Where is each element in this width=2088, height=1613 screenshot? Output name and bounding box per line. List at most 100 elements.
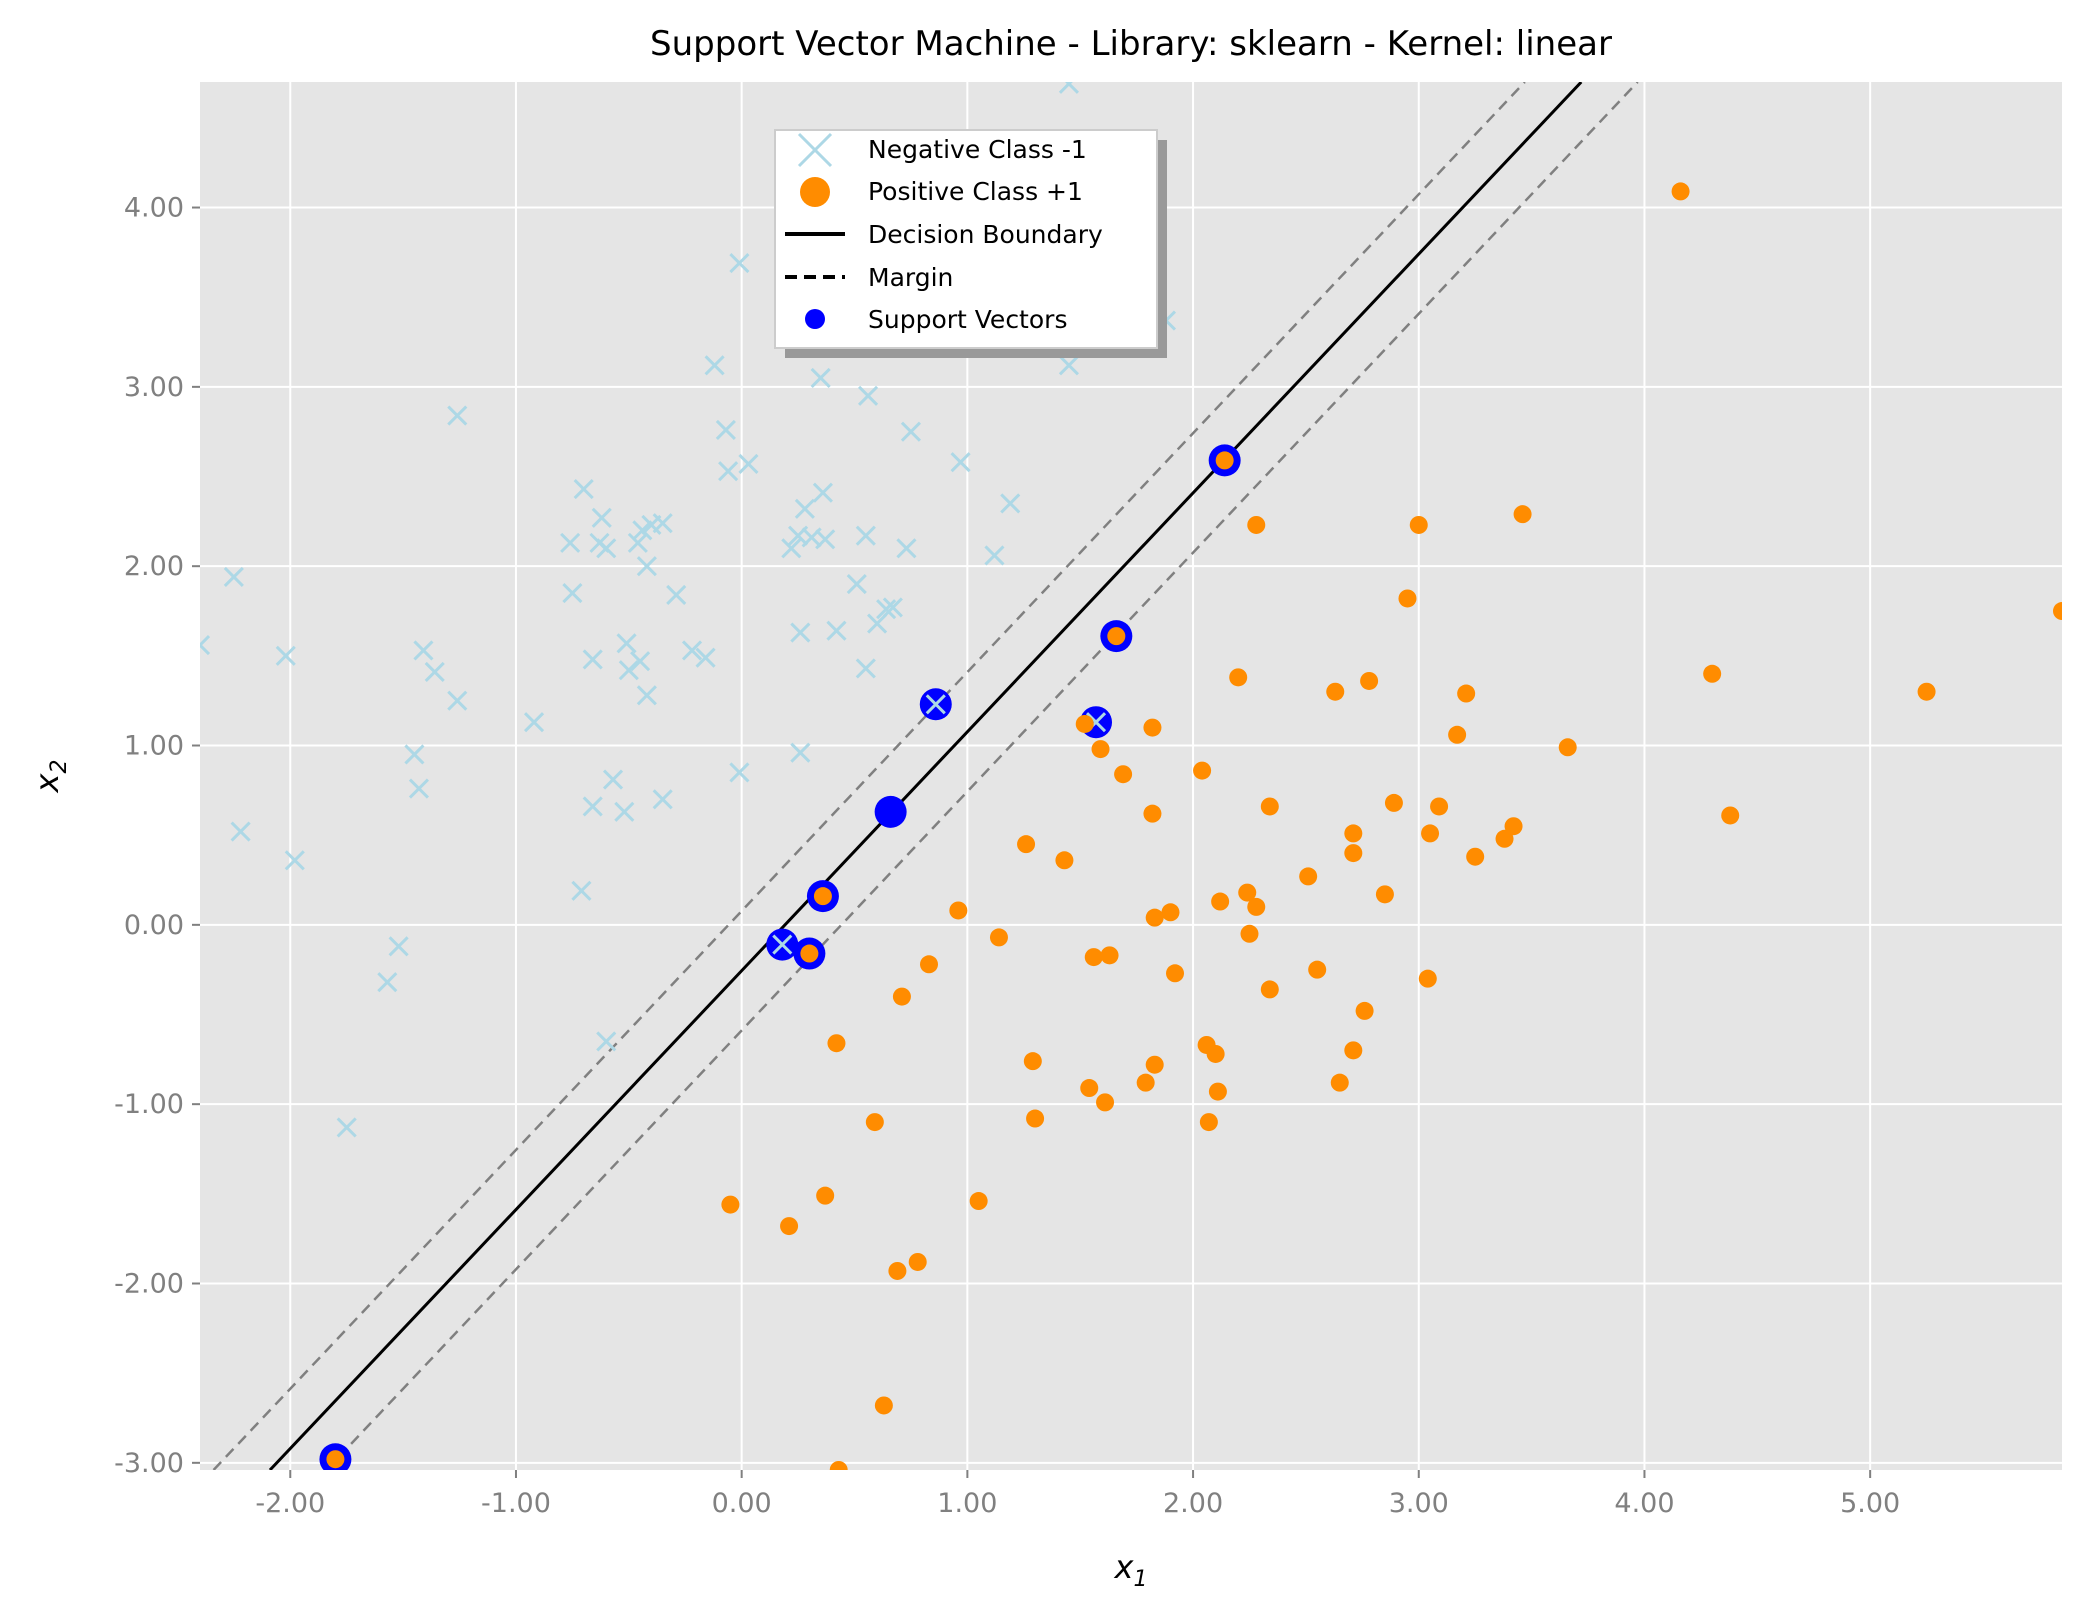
positive-point: [1703, 664, 1722, 683]
negative-point: [582, 649, 603, 670]
positive-point: [1430, 797, 1449, 816]
negative-point: [573, 479, 594, 500]
positive-point: [1161, 903, 1180, 922]
legend-label: Margin: [868, 263, 953, 292]
negative-point: [230, 821, 251, 842]
positive-point: [813, 887, 832, 906]
negative-point: [424, 661, 445, 683]
svm-lines: [212, 82, 1639, 1470]
positive-point: [1344, 824, 1363, 843]
positive-point: [1721, 806, 1740, 825]
legend-box: [774, 129, 1158, 349]
grid-lines: [200, 82, 2062, 1470]
negative-point: [618, 660, 639, 681]
negative-point: [855, 658, 876, 679]
legend-label: Support Vectors: [868, 305, 1067, 334]
positive-point: [1466, 847, 1485, 866]
positive-point: [1247, 897, 1266, 916]
negative-point: [1058, 82, 1079, 94]
positive-point: [1166, 964, 1185, 983]
positive-point: [1017, 835, 1036, 854]
negative-point: [984, 545, 1005, 566]
negative-point: [882, 597, 903, 618]
negative-point: [858, 385, 879, 406]
y-tick-label: -2.00: [114, 1268, 184, 1299]
y-tick-label: -3.00: [114, 1448, 184, 1479]
positive-point: [1671, 182, 1690, 201]
negative-point: [630, 651, 651, 672]
negative-point: [652, 513, 673, 534]
negative-point: [794, 498, 815, 519]
negative-point: [571, 880, 592, 901]
y-tick-label: 0.00: [124, 910, 184, 941]
negative-point: [950, 452, 971, 473]
positive-point: [1326, 682, 1345, 701]
negative-point: [666, 584, 687, 605]
positive-point: [920, 955, 939, 974]
positive-point: [721, 1195, 740, 1214]
positive-point: [1096, 1093, 1115, 1112]
positive-point: [2053, 602, 2062, 621]
negative-point: [336, 1117, 357, 1138]
negative-point: [812, 482, 833, 503]
negative-point: [523, 712, 545, 733]
positive-point: [1208, 1082, 1227, 1101]
legend-blue-dot-icon: [805, 309, 825, 329]
positive-point: [1107, 627, 1126, 646]
negative-point: [718, 461, 739, 482]
positive-point: [1145, 908, 1164, 927]
margin-line-lower: [325, 82, 1639, 1470]
x-axis-ticks: -2.00 -1.00 0.00 1.00 2.00 3.00 4.00 5.00: [255, 1470, 1900, 1519]
x-tick-label: 5.00: [1840, 1488, 1900, 1519]
x-tick-label: 0.00: [712, 1488, 772, 1519]
positive-point: [969, 1192, 988, 1211]
positive-point: [1026, 1109, 1045, 1128]
negative-point: [614, 801, 635, 822]
positive-point: [1421, 824, 1440, 843]
positive-point: [1215, 451, 1234, 470]
positive-point: [1247, 515, 1266, 534]
positive-point: [1457, 684, 1476, 703]
negative-point: [846, 574, 867, 595]
negative-point: [404, 744, 425, 765]
positive-point: [1206, 1044, 1225, 1063]
x-tick-label: -2.00: [255, 1488, 325, 1519]
y-tick-label: 3.00: [124, 372, 184, 403]
negative-point: [596, 1031, 617, 1052]
negative-point: [413, 640, 434, 661]
margin-line-upper: [212, 82, 1526, 1470]
x-axis-label: x1: [1114, 1548, 1148, 1592]
positive-point: [1355, 1001, 1374, 1020]
negative-point: [408, 778, 429, 799]
x-tick-label: 1.00: [937, 1488, 997, 1519]
positive-point: [1114, 765, 1133, 784]
support-vector-point: [874, 795, 907, 828]
positive-point: [1240, 924, 1259, 943]
legend-label: Positive Class +1: [868, 177, 1083, 206]
negative-point: [900, 421, 922, 442]
negative-point: [388, 936, 409, 957]
negative-point: [729, 762, 750, 783]
positive-point: [1418, 969, 1437, 988]
positive-point: [827, 1034, 846, 1053]
negative-point: [876, 599, 897, 620]
negative-point: [738, 453, 759, 475]
positive-point: [892, 987, 911, 1006]
negative-point: [867, 613, 888, 634]
negative-point: [729, 253, 750, 274]
negative-point: [826, 620, 847, 641]
positive-point: [908, 1252, 927, 1271]
negative-point: [284, 850, 305, 871]
negative-point: [562, 583, 583, 604]
chart-title: Support Vector Machine - Library: sklear…: [650, 24, 1612, 64]
positive-point: [1260, 797, 1279, 816]
positive-point: [1375, 885, 1394, 904]
negative-point: [1058, 355, 1079, 376]
positive-point: [1917, 682, 1936, 701]
legend: Negative Class -1 Positive Class +1 Deci…: [774, 129, 1167, 358]
negative-point: [560, 532, 581, 553]
positive-point: [1211, 892, 1230, 911]
negative-point: [715, 419, 736, 440]
legend-item-negative: Negative Class -1: [797, 132, 1087, 168]
